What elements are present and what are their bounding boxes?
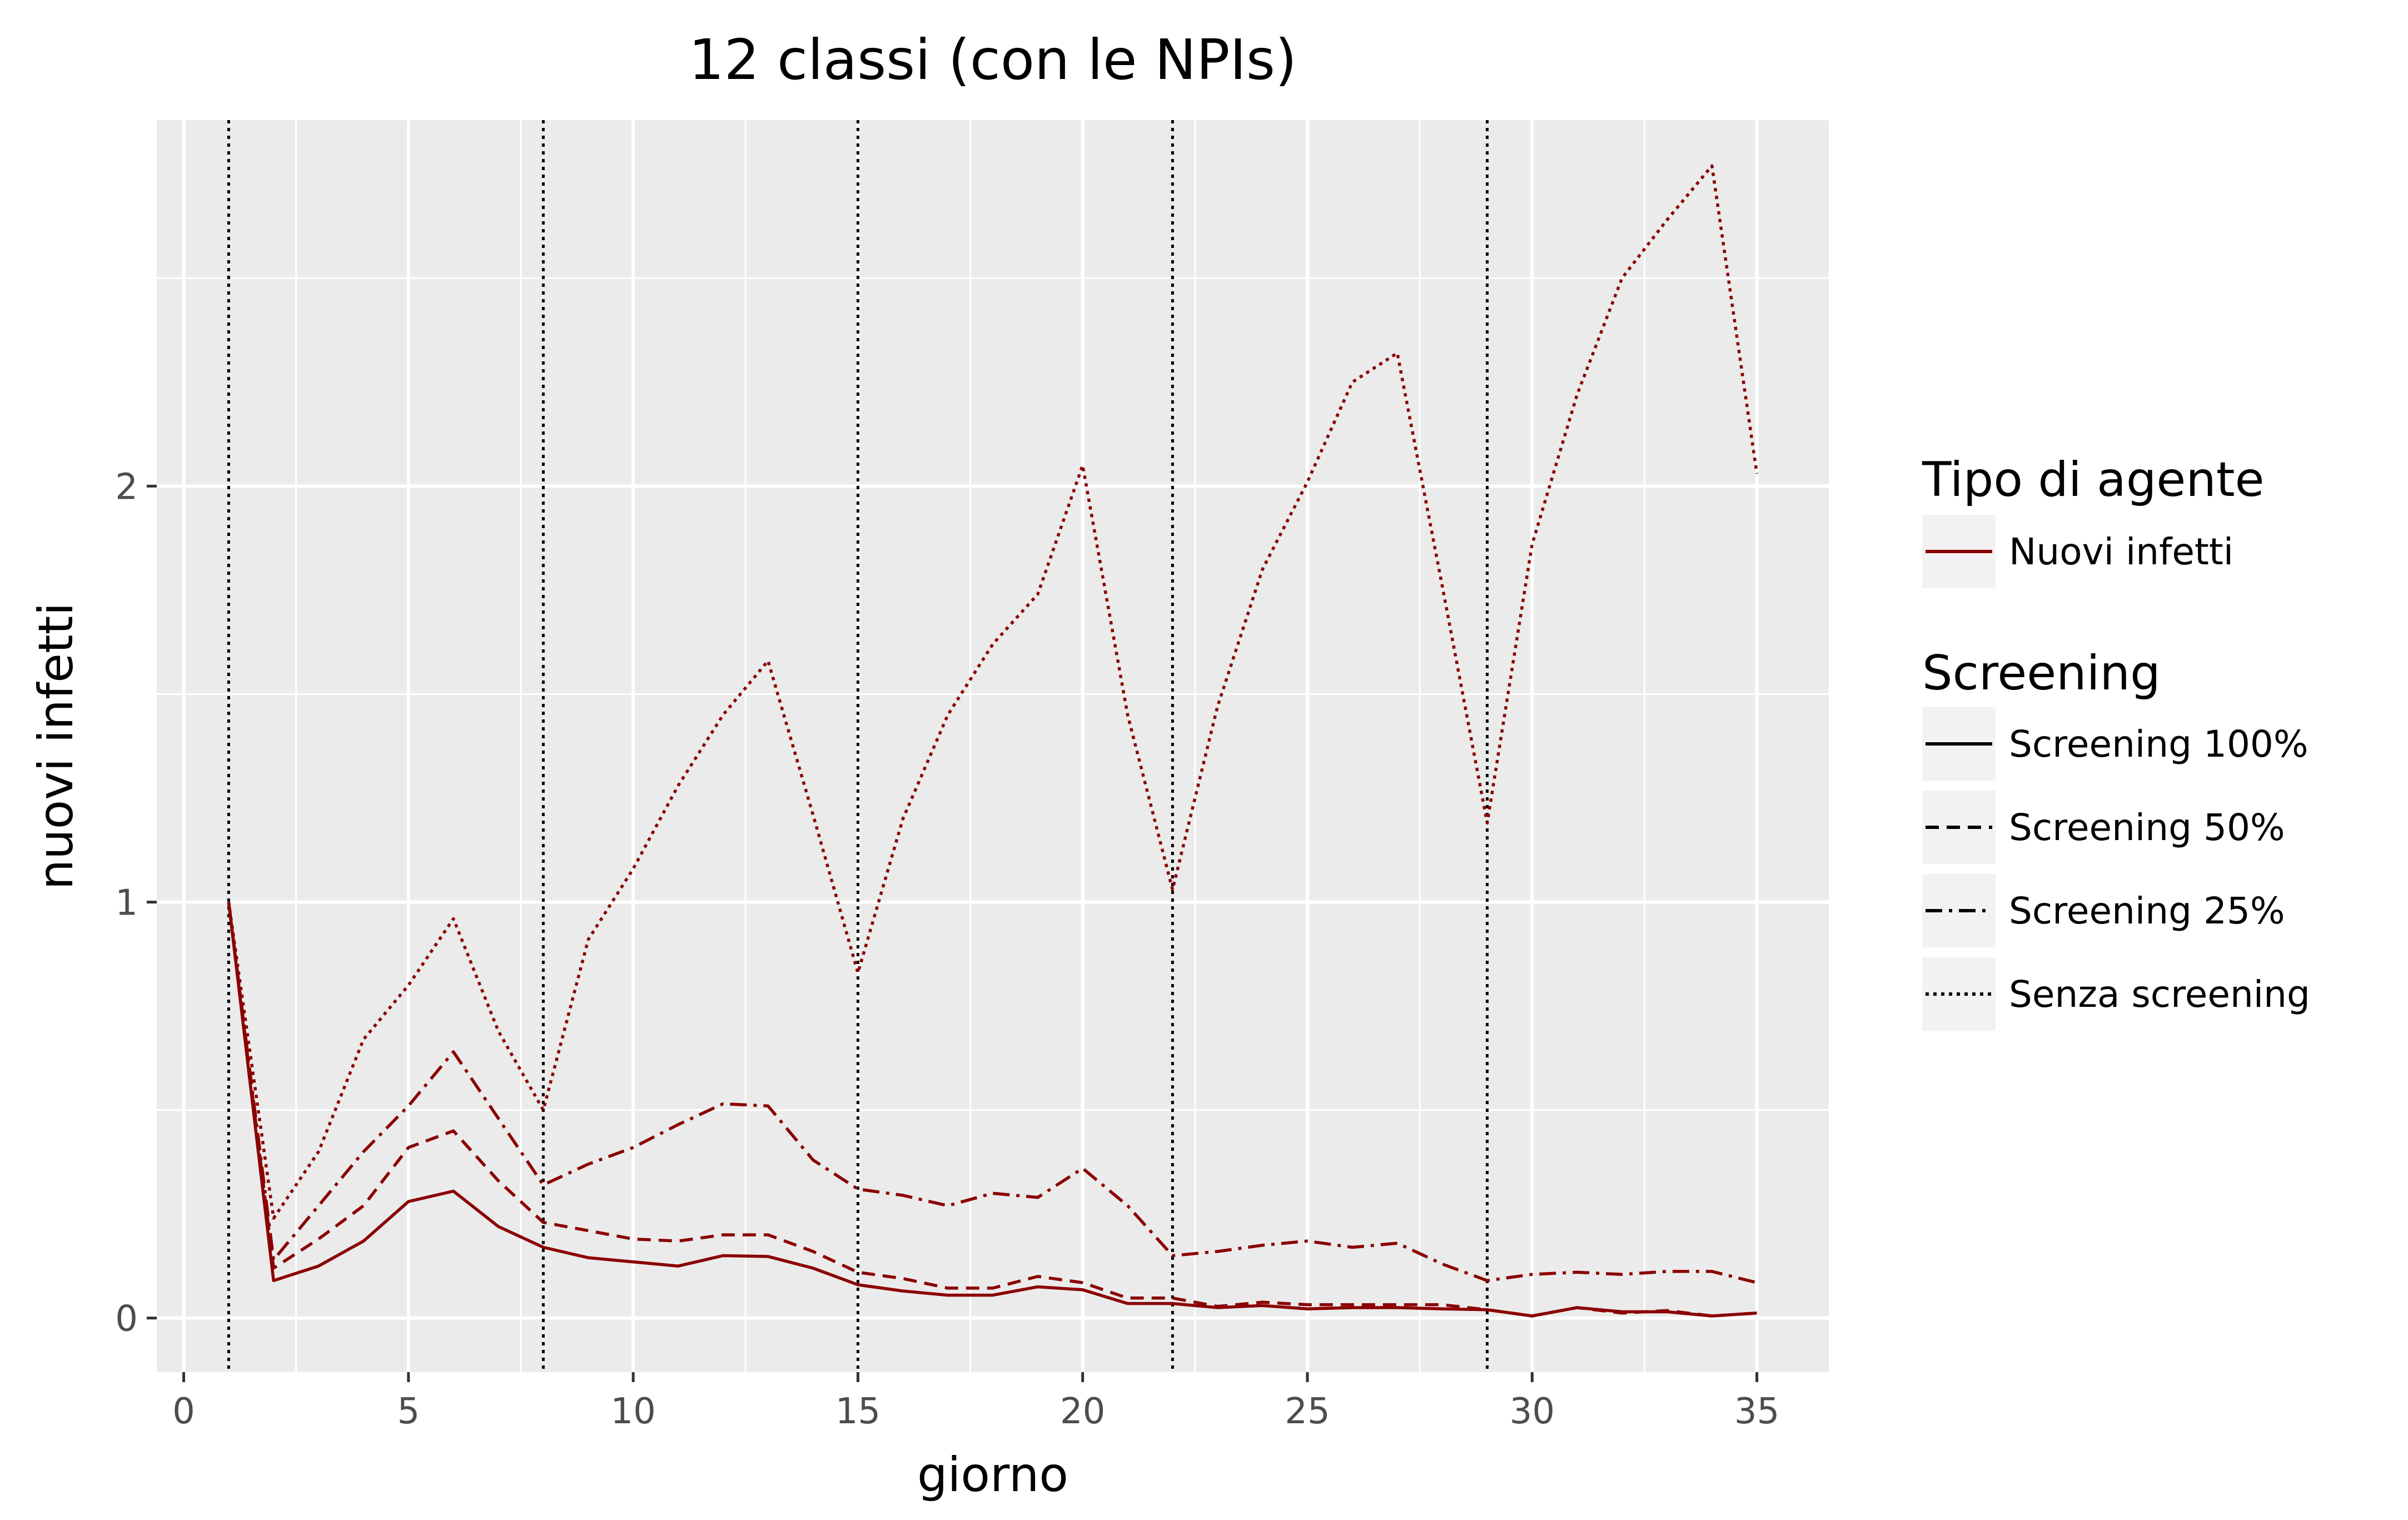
chart-title: 12 classi (con le NPIs) [689, 27, 1297, 92]
x-tick-label: 20 [1060, 1391, 1105, 1432]
x-tick-label: 10 [610, 1391, 655, 1432]
x-tick-label: 30 [1510, 1391, 1555, 1432]
y-axis: 0 1 2 [115, 466, 157, 1340]
x-tick-label: 5 [397, 1391, 420, 1432]
grid-minor [157, 120, 1829, 1372]
legend-label: Senza screening [2009, 973, 2310, 1016]
y-tick-label: 0 [115, 1299, 138, 1340]
x-tick-label: 25 [1285, 1391, 1330, 1432]
x-axis: 0 5 10 15 20 25 30 35 [172, 1372, 1779, 1432]
legend-label: Screening 25% [2009, 890, 2285, 932]
x-axis-title: giorno [917, 1447, 1068, 1503]
series-lines [227, 164, 1759, 1318]
x-tick-label: 0 [172, 1391, 195, 1432]
legend-linetype-title: Screening [1922, 645, 2161, 701]
legend-linetype-entries: Screening 100% Screening 50% Screening 25%… [1922, 707, 2310, 1031]
legend-color-title: Tipo di agente [1922, 452, 2264, 508]
series-line-solid [227, 902, 1757, 1318]
legend: Tipo di agente Nuovi infetti Screening S… [1922, 452, 2310, 1031]
legend-label: Screening 100% [2009, 723, 2309, 766]
y-tick-label: 2 [115, 466, 138, 508]
y-tick-label: 1 [115, 883, 138, 924]
series-line-dotted [227, 164, 1759, 1220]
vertical-reference-lines [227, 120, 1489, 1372]
x-tick-label: 35 [1734, 1391, 1779, 1432]
y-axis-title: nuovi infetti [28, 603, 84, 890]
legend-label: Screening 50% [2009, 806, 2285, 849]
series-line-dashed [227, 902, 1757, 1318]
legend-label: Nuovi infetti [2009, 530, 2233, 573]
plot-panel [157, 120, 1829, 1372]
legend-color-entries: Nuovi infetti [1922, 515, 2233, 588]
x-tick-label: 15 [835, 1391, 880, 1432]
